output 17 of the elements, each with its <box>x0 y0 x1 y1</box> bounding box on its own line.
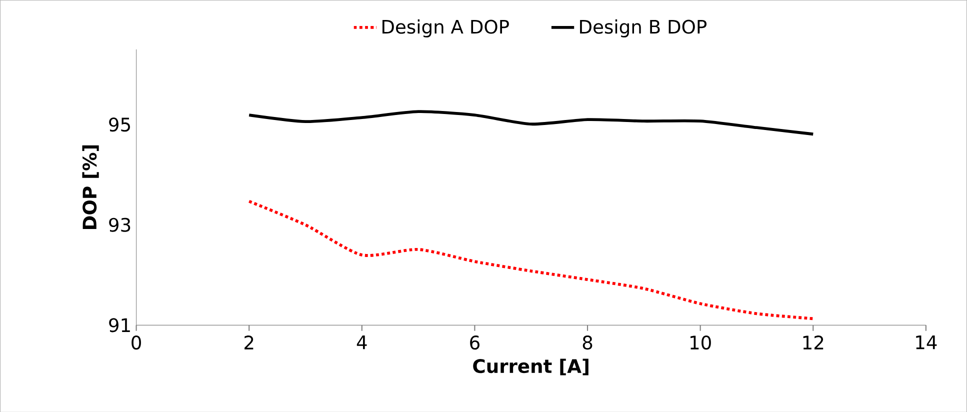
x-tick-label: 8 <box>582 335 592 350</box>
legend-label: Design B DOP <box>580 19 706 38</box>
line-series <box>248 200 815 320</box>
y-tick-label: 95 <box>109 117 130 132</box>
x-tick-label: 0 <box>132 335 141 350</box>
y-axis-title: DOP [%] <box>82 145 99 229</box>
y-tick-label: 91 <box>109 318 130 332</box>
x-tick-label: 4 <box>356 335 367 349</box>
x-tick-label: 2 <box>244 335 254 350</box>
x-tick-label: 14 <box>916 335 937 349</box>
legend-label: Design A DOP <box>382 19 509 38</box>
line-series <box>248 110 815 136</box>
x-axis-title: Current [A] <box>473 358 588 376</box>
y-tick-label: 93 <box>109 218 130 232</box>
x-tick-label: 10 <box>690 335 711 350</box>
x-tick-label: 6 <box>470 335 480 350</box>
x-tick-label: 12 <box>803 335 824 350</box>
